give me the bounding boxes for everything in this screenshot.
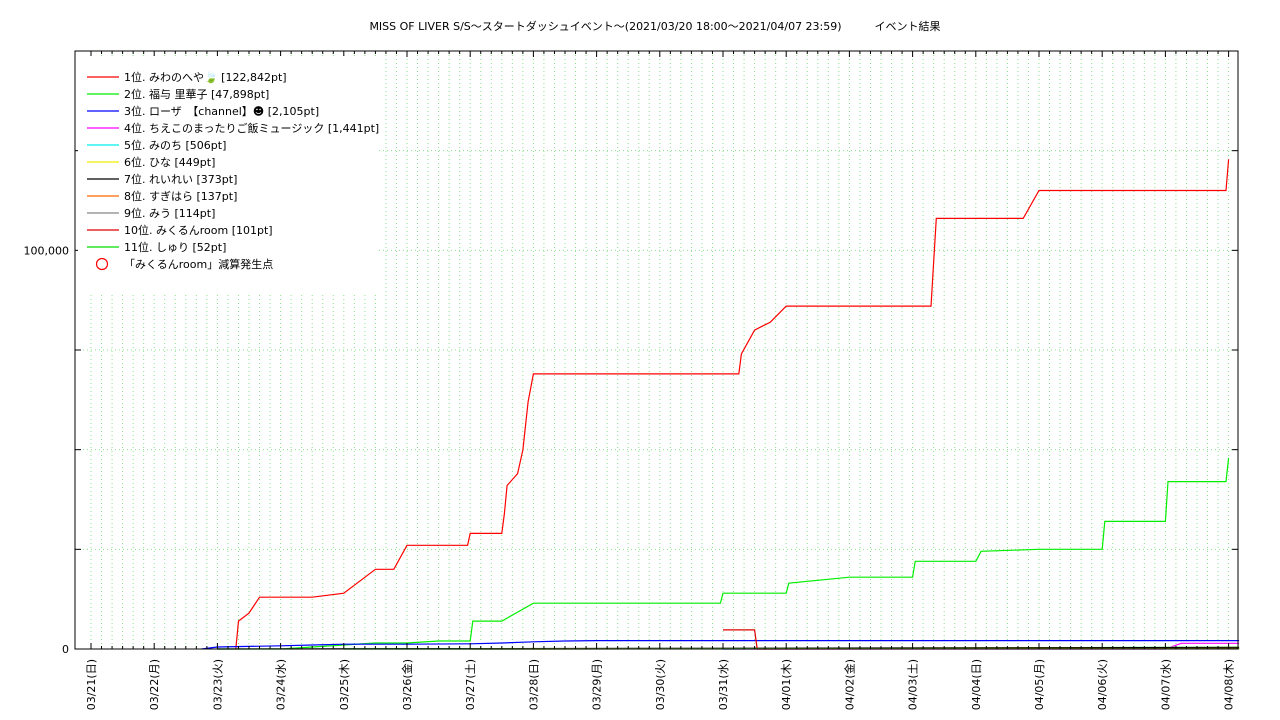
legend-label: 「みくるんroom」減算発生点 <box>124 257 273 271</box>
x-tick-label: 04/08(木) <box>1223 659 1236 710</box>
legend-label: 1位. みわのへや🍃 [122,842pt] <box>124 70 287 84</box>
legend-label: 11位. しゅり [52pt] <box>124 240 226 254</box>
x-tick-label: 04/01(木) <box>780 659 793 710</box>
x-tick-label: 04/05(月) <box>1033 659 1046 710</box>
series-line <box>235 159 1230 650</box>
legend-marker-circle <box>95 257 109 271</box>
x-tick-label: 03/30(火) <box>654 659 667 710</box>
legend-box <box>78 56 378 294</box>
legend-label: 3位. ローザ 【channel】☻ [2,105pt] <box>124 104 319 118</box>
x-tick-label: 03/26(金) <box>400 659 414 710</box>
x-tick-label: 03/23(火) <box>211 659 224 710</box>
legend-label: 6位. ひな [449pt] <box>124 155 215 169</box>
x-tick-label: 04/02(金) <box>842 659 856 710</box>
series-line <box>217 457 1230 650</box>
chart-legend: 1位. みわのへや🍃 [122,842pt] 2位. 福与 里華子 [47,898… <box>87 70 379 271</box>
x-tick-label: 04/06(火) <box>1096 659 1109 710</box>
chart-title: MISS OF LIVER S/S〜スタートダッシュイベント〜(2021/03/… <box>369 19 940 33</box>
x-tick-label: 03/22(月) <box>148 659 161 710</box>
x-tick-label: 03/29(月) <box>591 659 604 710</box>
x-tick-label: 04/07(水) <box>1159 659 1172 710</box>
legend-label: 4位. ちえこのまったりご飯ミュージック [1,441pt] <box>124 121 379 135</box>
legend-label: 2位. 福与 里華子 [47,898pt] <box>124 87 269 101</box>
y-tick-label: 0 <box>62 643 69 656</box>
x-tick-label: 03/24(水) <box>275 659 288 710</box>
x-tick-label: 03/21(日) <box>85 659 98 710</box>
legend-label: 9位. みう [114pt] <box>124 206 215 220</box>
chart-axes: 0 100,000 03/21(日) 03/22(月) 03/23(火) 03/24(水)… <box>24 50 1238 710</box>
x-tick-label: 04/04(日) <box>970 659 983 710</box>
x-tick-label: 03/25(木) <box>338 659 351 710</box>
y-tick-label: 100,000 <box>24 244 70 257</box>
x-tick-label: 03/31(水) <box>717 659 730 710</box>
legend-label: 8位. すぎはら [137pt] <box>124 189 237 203</box>
series-line <box>723 629 1240 650</box>
x-tick-label: 04/03(土) <box>907 659 920 710</box>
legend-label: 7位. れいれい [373pt] <box>124 172 237 186</box>
legend-label: 10位. みくるんroom [101pt] <box>124 223 273 237</box>
legend-label: 5位. みのち [506pt] <box>124 138 226 152</box>
x-tick-label: 03/27(土) <box>464 659 477 710</box>
x-tick-label: 03/28(日) <box>527 659 540 710</box>
